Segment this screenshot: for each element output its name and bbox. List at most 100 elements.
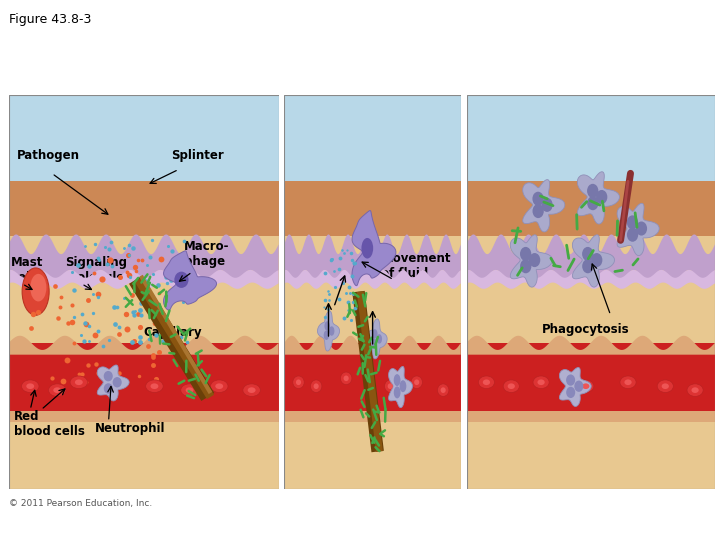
Ellipse shape [293, 376, 305, 389]
Polygon shape [284, 336, 461, 355]
Polygon shape [467, 343, 715, 422]
Ellipse shape [691, 387, 698, 393]
Polygon shape [559, 368, 591, 407]
Ellipse shape [150, 383, 158, 389]
Text: Mast
cell: Mast cell [12, 256, 44, 284]
Polygon shape [284, 181, 461, 237]
Ellipse shape [22, 380, 39, 393]
Text: © 2011 Pearson Education, Inc.: © 2011 Pearson Education, Inc. [9, 498, 152, 508]
Ellipse shape [582, 383, 590, 389]
Ellipse shape [636, 221, 647, 235]
Ellipse shape [441, 387, 446, 393]
Ellipse shape [48, 384, 66, 396]
Text: Movement
of fluid: Movement of fluid [382, 252, 451, 280]
Text: Red
blood cells: Red blood cells [14, 410, 85, 438]
Ellipse shape [341, 372, 352, 384]
Ellipse shape [112, 377, 122, 388]
Text: Pathogen: Pathogen [17, 148, 80, 161]
Ellipse shape [532, 192, 544, 206]
Ellipse shape [372, 339, 377, 348]
Polygon shape [365, 319, 387, 359]
Polygon shape [284, 270, 461, 289]
Ellipse shape [104, 371, 113, 381]
Polygon shape [467, 270, 715, 289]
Text: Signaling
molecules: Signaling molecules [66, 256, 132, 284]
Ellipse shape [662, 383, 669, 389]
Polygon shape [284, 94, 461, 489]
Polygon shape [572, 235, 614, 287]
Ellipse shape [533, 204, 544, 218]
Polygon shape [318, 311, 340, 351]
Ellipse shape [587, 184, 598, 198]
Ellipse shape [582, 259, 593, 273]
Polygon shape [9, 410, 279, 422]
Ellipse shape [394, 387, 400, 399]
Ellipse shape [387, 383, 393, 389]
Polygon shape [9, 343, 279, 422]
Polygon shape [389, 367, 413, 408]
Ellipse shape [657, 380, 673, 393]
Ellipse shape [174, 272, 189, 288]
Ellipse shape [577, 380, 594, 393]
Text: Figure 43.8-3: Figure 43.8-3 [9, 14, 91, 26]
Ellipse shape [687, 384, 703, 396]
Ellipse shape [329, 326, 334, 336]
Ellipse shape [343, 375, 348, 381]
Ellipse shape [361, 238, 373, 259]
Ellipse shape [215, 383, 223, 389]
Polygon shape [523, 180, 564, 232]
Ellipse shape [575, 381, 583, 392]
Ellipse shape [377, 334, 382, 343]
Polygon shape [577, 172, 619, 224]
Ellipse shape [520, 259, 531, 273]
Ellipse shape [181, 384, 198, 396]
Polygon shape [617, 203, 660, 255]
Ellipse shape [314, 383, 319, 389]
Polygon shape [9, 270, 279, 289]
Ellipse shape [620, 376, 636, 389]
Ellipse shape [483, 380, 490, 385]
Polygon shape [467, 94, 715, 181]
Text: Neutrophil: Neutrophil [95, 422, 166, 435]
Polygon shape [9, 181, 279, 237]
Ellipse shape [400, 380, 406, 392]
Polygon shape [510, 235, 552, 287]
Ellipse shape [145, 380, 163, 393]
Polygon shape [9, 336, 279, 355]
Polygon shape [467, 234, 715, 282]
Text: Capillary: Capillary [143, 326, 202, 339]
Polygon shape [284, 410, 461, 422]
Text: Phagocytosis: Phagocytosis [542, 323, 629, 336]
Ellipse shape [296, 380, 301, 385]
Polygon shape [467, 181, 715, 237]
Ellipse shape [75, 380, 83, 385]
Ellipse shape [627, 228, 638, 242]
Polygon shape [284, 234, 461, 282]
Ellipse shape [384, 380, 396, 393]
Ellipse shape [310, 380, 322, 393]
Ellipse shape [70, 376, 88, 389]
Ellipse shape [394, 374, 400, 386]
Polygon shape [9, 94, 279, 181]
Polygon shape [284, 94, 461, 181]
Ellipse shape [582, 247, 593, 261]
Ellipse shape [325, 321, 330, 330]
Ellipse shape [30, 274, 47, 301]
Ellipse shape [27, 383, 34, 389]
Ellipse shape [478, 376, 495, 389]
Ellipse shape [624, 380, 631, 385]
Polygon shape [9, 234, 279, 282]
Ellipse shape [411, 376, 423, 389]
Text: Macro-
phage: Macro- phage [184, 240, 230, 268]
Polygon shape [352, 211, 396, 286]
Ellipse shape [22, 268, 49, 315]
Ellipse shape [587, 196, 598, 210]
Ellipse shape [566, 387, 575, 398]
Ellipse shape [53, 387, 61, 393]
Polygon shape [284, 343, 461, 422]
Ellipse shape [243, 384, 261, 396]
Ellipse shape [210, 380, 228, 393]
Polygon shape [163, 251, 217, 310]
Ellipse shape [541, 198, 553, 212]
Ellipse shape [248, 387, 256, 393]
